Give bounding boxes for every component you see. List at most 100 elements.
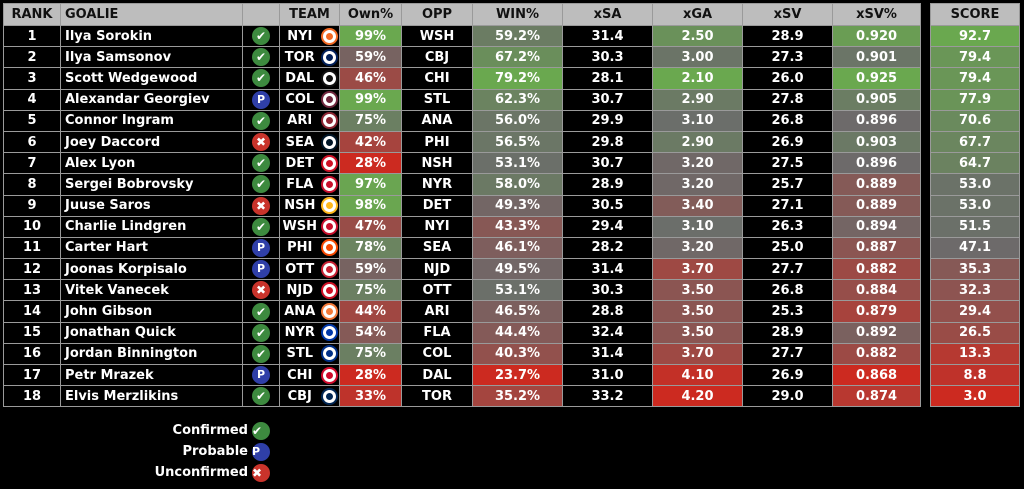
xsv-cell: 26.0 [742,67,833,90]
win-cell: 62.3% [472,88,563,111]
xsa-cell: 28.2 [562,236,653,260]
header-goalie[interactable]: GOALIE [60,3,243,26]
team-logo-icon [320,303,338,321]
team-cell: TOR [278,46,320,69]
win-cell: 53.1% [472,279,563,302]
win-cell: 56.5% [472,130,563,154]
header-score[interactable]: SCORE [930,3,1020,26]
table-row[interactable]: 11 Carter Hart P PHI 78% SEA 46.1% 28.2 3.20 25.0… [3,236,921,260]
goalie-rankings-table: RANK GOALIE TEAM Own% OPP WIN% xSA xGA x… [3,3,921,408]
goalie-name: Joey Daccord [60,130,243,154]
table-row[interactable]: 7 Alex Lyon ✔ DET 28% NSH 53.1% 30.7 3.20 27.5 0.8… [3,152,921,175]
table-row[interactable]: 5 Connor Ingram ✔ ARI 75% ANA 56.0% 29.9 3.10 26.… [3,109,921,132]
xsv-cell: 26.8 [742,279,833,302]
probable-icon: P [252,442,270,461]
score-cell: 35.3 [930,258,1020,281]
header-xsvp[interactable]: xSV% [832,3,921,26]
table-row[interactable]: 14 John Gibson ✔ ANA 44% ARI 46.5% 28.8 3.50 25.3… [3,300,921,323]
score-row: 64.7 [930,152,1020,175]
rank-cell: 10 [3,215,61,238]
table-row[interactable]: 16 Jordan Binnington ✔ STL 75% COL 40.3% 31.4 3.… [3,342,921,366]
table-row[interactable]: 13 Vitek Vanecek ✖ NJD 75% OTT 53.1% 30.3 3.50 26… [3,279,921,302]
xga-cell: 2.90 [652,88,743,111]
header-rank[interactable]: RANK [3,3,61,26]
xga-cell: 3.00 [652,46,743,69]
team-cell: NYR [278,321,320,344]
xsv-cell: 28.9 [742,24,833,48]
xsv-cell: 26.3 [742,215,833,238]
table-row[interactable]: 6 Joey Daccord ✖ SEA 42% PHI 56.5% 29.8 2.90 26.9… [3,130,921,154]
xsvp-cell: 0.882 [832,258,921,281]
team-logo-cell [319,88,340,111]
header-row: RANK GOALIE TEAM Own% OPP WIN% xSA xGA x… [3,3,921,26]
team-cell: WSH [278,215,320,238]
score-cell: 47.1 [930,236,1020,260]
xsa-cell: 30.7 [562,152,653,175]
table-row[interactable]: 9 Juuse Saros ✖ NSH 98% DET 49.3% 30.5 3.40 27.1 0… [3,194,921,217]
team-logo-icon [320,239,338,257]
table-row[interactable]: 17 Petr Mrazek P CHI 28% DAL 23.7% 31.0 4.10 26.9… [3,363,921,387]
table-row[interactable]: 4 Alexandar Georgiev P COL 99% STL 62.3% 30.7 2.… [3,88,921,111]
opp-cell: COL [401,342,473,366]
win-cell: 23.7% [472,363,563,387]
goalie-name: Scott Wedgewood [60,67,243,90]
team-logo-icon [320,260,338,278]
xga-cell: 3.50 [652,321,743,344]
x-icon: ✖ [252,196,270,215]
team-logo-icon [320,154,338,172]
check-icon: ✔ [252,217,270,236]
header-xsa[interactable]: xSA [562,3,653,26]
score-cell: 32.3 [930,279,1020,302]
xsvp-cell: 0.884 [832,279,921,302]
table-row[interactable]: 8 Sergei Bobrovsky ✔ FLA 97% NYR 58.0% 28.9 3.20… [3,173,921,196]
table-row[interactable]: 15 Jonathan Quick ✔ NYR 54% FLA 44.4% 32.4 3.50 2… [3,321,921,344]
team-cell: DET [278,152,320,175]
xsvp-cell: 0.892 [832,321,921,344]
rank-cell: 7 [3,152,61,175]
team-logo-cell [319,300,340,323]
status-cell: ✔ [242,67,280,90]
xsvp-cell: 0.894 [832,215,921,238]
table-row[interactable]: 3 Scott Wedgewood ✔ DAL 46% CHI 79.2% 28.1 2.10 2… [3,67,921,90]
score-cell: 53.0 [930,173,1020,196]
status-cell: ✖ [242,279,280,302]
status-cell: ✔ [242,173,280,196]
own-cell: 75% [339,109,402,132]
check-icon: ✔ [252,175,270,194]
x-icon: ✖ [252,463,270,482]
legend-probable: Probable P [150,441,270,462]
table-row[interactable]: 2 Ilya Samsonov ✔ TOR 59% CBJ 67.2% 30.3 3.00 27.… [3,46,921,69]
win-cell: 44.4% [472,321,563,344]
goalie-name: Connor Ingram [60,109,243,132]
probable-icon: P [252,90,270,109]
team-cell: NYI [278,24,320,48]
own-cell: 47% [339,215,402,238]
table-row[interactable]: 10 Charlie Lindgren ✔ WSH 47% NYI 43.3% 29.4 3.1… [3,215,921,238]
win-cell: 49.3% [472,194,563,217]
team-logo-icon [320,27,338,45]
header-xga[interactable]: xGA [652,3,743,26]
own-cell: 78% [339,236,402,260]
score-row: 13.3 [930,342,1020,366]
table-row[interactable]: 1 Ilya Sorokin ✔ NYI 99% WSH 59.2% 31.4 2.50 28.9… [3,24,921,48]
table-row[interactable]: 18 Elvis Merzlikins ✔ CBJ 33% TOR 35.2% 33.2 4.2… [3,385,921,408]
xsa-cell: 29.4 [562,215,653,238]
table-row[interactable]: 12 Joonas Korpisalo P OTT 59% NJD 49.5% 31.4 3.7… [3,258,921,281]
header-opp[interactable]: OPP [401,3,473,26]
header-xsv[interactable]: xSV [742,3,833,26]
goalie-name: John Gibson [60,300,243,323]
score-row: 67.7 [930,130,1020,154]
team-logo-cell [319,363,340,387]
legend-label: Probable [182,444,248,459]
xsa-cell: 31.0 [562,363,653,387]
header-own[interactable]: Own% [339,3,402,26]
header-team[interactable]: TEAM [279,3,340,26]
win-cell: 49.5% [472,258,563,281]
xsa-cell: 31.4 [562,342,653,366]
header-win[interactable]: WIN% [472,3,563,26]
x-icon: ✖ [252,281,270,300]
team-logo-icon [320,69,338,87]
xsa-cell: 28.9 [562,173,653,196]
team-cell: SEA [278,130,320,154]
own-cell: 99% [339,88,402,111]
